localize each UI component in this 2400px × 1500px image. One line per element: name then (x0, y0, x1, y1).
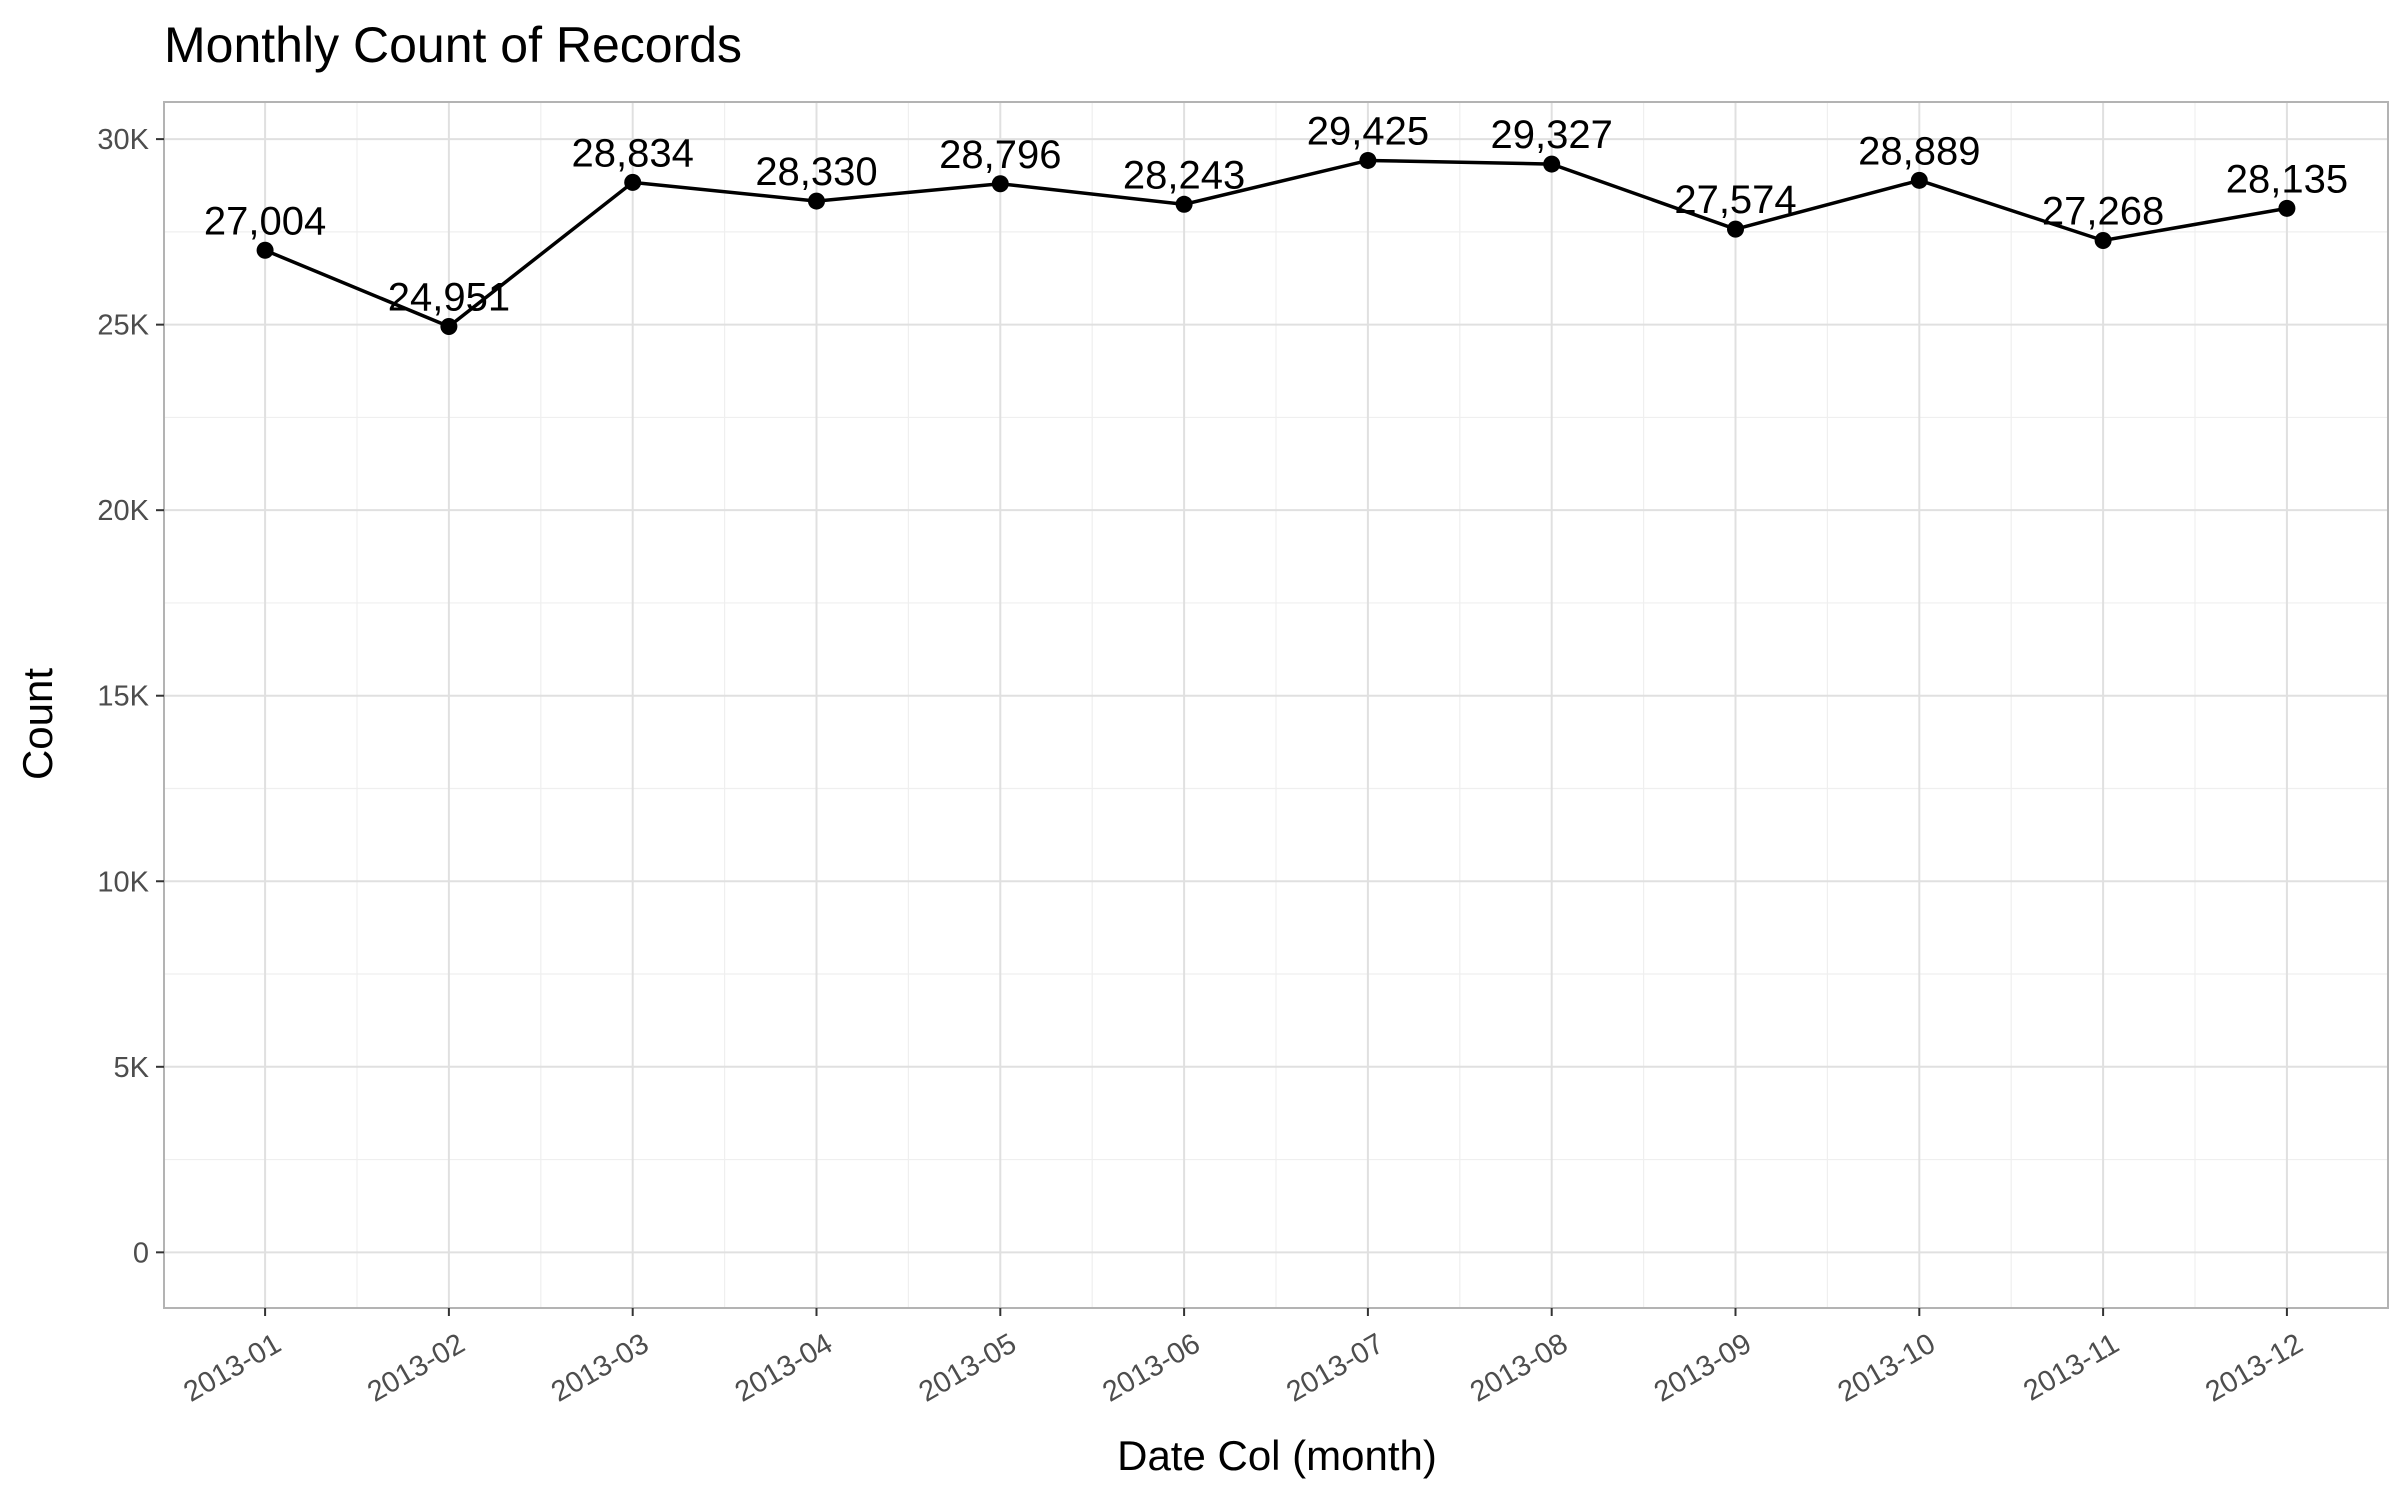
chart-title: Monthly Count of Records (164, 17, 742, 73)
data-label: 28,889 (1858, 129, 1980, 173)
data-point (1175, 195, 1193, 213)
x-tick-label: 2013-01 (178, 1328, 286, 1409)
x-tick-label: 2013-08 (1465, 1328, 1573, 1409)
y-tick-label: 15K (97, 681, 149, 713)
data-label: 29,425 (1307, 109, 1429, 153)
y-tick-label: 30K (97, 124, 149, 156)
y-tick-label: 0 (133, 1237, 149, 1269)
data-label: 27,268 (2042, 189, 2164, 233)
data-label: 28,796 (939, 133, 1061, 177)
data-label: 28,243 (1123, 153, 1245, 197)
data-point (256, 241, 274, 259)
x-tick-label: 2013-07 (1281, 1328, 1389, 1409)
data-label: 28,834 (572, 131, 694, 175)
data-label: 28,330 (755, 150, 877, 194)
data-point (1359, 151, 1377, 169)
data-label: 27,574 (1674, 178, 1796, 222)
data-point (1727, 220, 1745, 238)
y-tick-label: 5K (114, 1052, 150, 1084)
grid (164, 102, 2388, 1308)
y-axis: 0 5K 10K 15K 20K 25K 30K (97, 124, 164, 1269)
x-axis-title: Date Col (month) (1117, 1432, 1437, 1479)
data-point (1543, 155, 1561, 173)
y-tick-label: 10K (97, 866, 149, 898)
x-tick-label: 2013-03 (546, 1328, 654, 1409)
plot-panel-border (163, 101, 2389, 1309)
data-point (440, 317, 458, 335)
x-tick-label: 2013-02 (362, 1328, 470, 1409)
series-layer (264, 158, 2288, 329)
x-tick-label: 2013-12 (2200, 1328, 2308, 1409)
points-layer (256, 151, 2296, 335)
y-axis-title: Count (14, 668, 61, 780)
data-point (807, 192, 825, 210)
data-label: 24,951 (388, 275, 510, 319)
data-point (624, 173, 642, 191)
x-tick-label: 2013-05 (914, 1328, 1022, 1409)
y-tick-label: 25K (97, 310, 149, 342)
data-point (1910, 171, 1928, 189)
data-point (2094, 231, 2112, 249)
data-label: 29,327 (1491, 113, 1613, 157)
data-labels: 27,004 24,951 28,834 28,330 28,796 28,243 29,4… (204, 109, 2348, 319)
x-tick-label: 2013-06 (1097, 1328, 1205, 1409)
data-point (991, 175, 1009, 193)
series-line (264, 158, 2288, 329)
x-tick-label: 2013-10 (1833, 1328, 1941, 1409)
x-tick-label: 2013-04 (730, 1328, 838, 1409)
data-label: 27,004 (204, 199, 326, 243)
data-label: 28,135 (2226, 157, 2348, 201)
data-point (2278, 199, 2296, 217)
x-tick-label: 2013-11 (2018, 1328, 2124, 1408)
x-tick-label: 2013-09 (1649, 1328, 1757, 1409)
y-tick-label: 20K (97, 495, 149, 527)
x-axis: 2013-01 2013-02 2013-03 2013-04 2013-05 2013-… (178, 1308, 2308, 1409)
